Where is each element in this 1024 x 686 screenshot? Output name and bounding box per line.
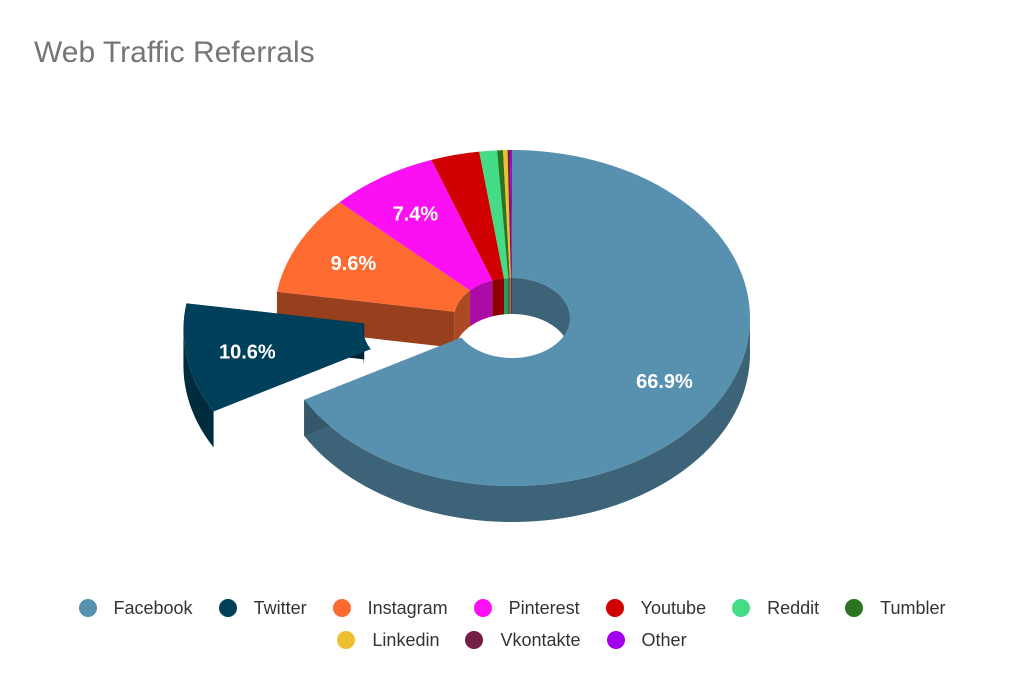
slice-facebook xyxy=(304,278,750,522)
legend-item-facebook[interactable]: Facebook xyxy=(78,597,193,619)
legend-label: Linkedin xyxy=(372,629,440,650)
slice-youtube-inner-wall xyxy=(492,278,505,317)
legend-swatch-icon xyxy=(465,631,484,649)
legend-swatch-icon xyxy=(337,631,356,649)
legend-item-other[interactable]: Other xyxy=(606,629,687,651)
legend-label: Vkontakte xyxy=(500,629,581,650)
legend-label: Instagram xyxy=(367,597,448,618)
legend-swatch-icon xyxy=(78,599,97,617)
slice-linkedin xyxy=(509,278,511,315)
chart-legend: Facebook Twitter Instagram Pinterest Youtube… xyxy=(0,592,1024,656)
chart-title: Web Traffic Referrals xyxy=(34,36,315,69)
slice-tumbler xyxy=(508,278,510,315)
legend-swatch-icon xyxy=(473,599,492,617)
legend-label: Other xyxy=(641,629,687,650)
legend-item-twitter[interactable]: Twitter xyxy=(218,597,307,619)
legend-item-instagram[interactable]: Instagram xyxy=(332,597,448,619)
slice-linkedin-top xyxy=(503,150,511,279)
legend-label: Pinterest xyxy=(508,597,580,618)
legend-label: Youtube xyxy=(640,597,707,618)
slice-twitter-outer-wall xyxy=(183,329,214,448)
slice-label-pinterest: 7.4% xyxy=(393,204,439,226)
donut-depth-layer xyxy=(276,150,750,522)
legend-row: Linkedin Vkontakte Other xyxy=(0,624,1024,656)
slice-linkedin-inner-wall xyxy=(509,278,511,315)
slice-label-facebook: 66.9% xyxy=(636,371,693,393)
slice-facebook-outer-wall xyxy=(304,318,750,522)
slice-twitter-top xyxy=(183,303,371,412)
slice-vkontakte-top xyxy=(507,150,512,279)
legend-swatch-icon xyxy=(218,599,237,617)
slice-instagram-cut-wall xyxy=(276,291,455,348)
slice-instagram-top xyxy=(276,202,470,312)
legend-row: Facebook Twitter Instagram Pinterest Youtube… xyxy=(0,592,1024,624)
legend-item-pinterest[interactable]: Pinterest xyxy=(473,597,580,619)
slice-tumbler-inner-wall xyxy=(508,278,510,315)
slice-pinterest-top xyxy=(339,159,493,291)
legend-item-youtube[interactable]: Youtube xyxy=(605,597,707,619)
legend-swatch-icon xyxy=(605,599,624,617)
legend-swatch-icon xyxy=(332,599,351,617)
slice-tumbler-top xyxy=(497,150,510,279)
legend-label: Reddit xyxy=(767,597,820,618)
slice-reddit-inner-wall xyxy=(504,278,509,315)
slice-facebook-top xyxy=(304,150,750,486)
slice-instagram-inner-wall xyxy=(454,290,470,348)
slice-reddit xyxy=(504,278,509,315)
slice-label-twitter: 10.6% xyxy=(219,341,276,363)
legend-label: Tumbler xyxy=(880,597,946,618)
legend-swatch-icon xyxy=(845,599,864,617)
legend-item-linkedin[interactable]: Linkedin xyxy=(337,630,439,651)
legend-item-vkontakte[interactable]: Vkontakte xyxy=(465,629,581,651)
legend-item-tumbler[interactable]: Tumbler xyxy=(845,598,945,619)
legend-item-reddit[interactable]: Reddit xyxy=(732,598,819,619)
legend-swatch-icon xyxy=(606,631,625,649)
slice-other-top xyxy=(510,150,512,279)
slice-facebook-inner-wall xyxy=(512,278,570,354)
slice-youtube xyxy=(492,278,505,317)
legend-swatch-icon xyxy=(732,599,751,617)
slice-label-instagram: 9.6% xyxy=(331,253,377,275)
legend-label: Facebook xyxy=(113,597,193,618)
slice-instagram xyxy=(454,290,470,348)
slice-pinterest-inner-wall xyxy=(469,280,493,327)
slice-reddit-top xyxy=(479,150,509,279)
slice-pinterest xyxy=(469,280,493,327)
slice-labels: 66.9% 10.6% 9.6% 7.4% xyxy=(219,204,693,393)
legend-label: Twitter xyxy=(253,597,307,618)
donut-top-layer xyxy=(183,303,371,448)
slice-vkontakte xyxy=(510,278,512,315)
slice-youtube-top xyxy=(431,151,505,281)
slice-vkontakte-inner-wall xyxy=(510,278,512,315)
